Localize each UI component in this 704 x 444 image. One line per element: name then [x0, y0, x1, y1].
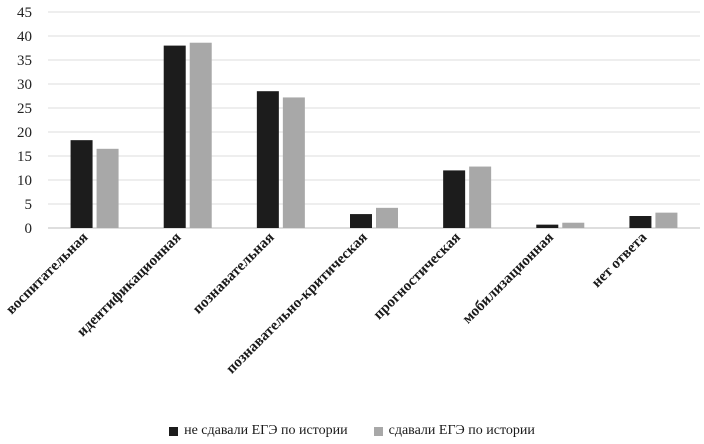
x-tick-label: мобилизационная	[460, 230, 558, 328]
y-tick-label: 15	[17, 149, 32, 165]
bar-1	[536, 224, 559, 228]
y-tick-label: 10	[17, 173, 32, 189]
chart-plot: 0 5 10 15 20 25 30 35 40 45 воспитательнаяидентиф…	[3, 5, 700, 377]
y-tick-label: 25	[17, 101, 32, 117]
x-tick-label: познавательная	[190, 230, 278, 318]
bar-2	[189, 42, 212, 228]
bar-2	[376, 207, 398, 228]
bar-1	[350, 214, 372, 228]
y-tick-label: 35	[17, 53, 32, 69]
y-tick-label: 0	[25, 221, 33, 237]
y-tick-label: 5	[25, 197, 33, 213]
bar-2	[655, 212, 678, 228]
bar-2	[562, 222, 585, 228]
bar-2	[96, 148, 119, 228]
legend-item-series-2: сдавали ЕГЭ по истории	[373, 423, 535, 439]
legend-label-series-1: не сдавали ЕГЭ по истории	[184, 423, 348, 438]
y-tick-label: 20	[17, 125, 32, 141]
legend: не сдавали ЕГЭ по истории сдавали ЕГЭ по…	[0, 420, 704, 442]
bars	[70, 42, 678, 228]
x-tick-label: прогностическая	[371, 230, 464, 323]
legend-item-series-1: не сдавали ЕГЭ по истории	[169, 423, 348, 439]
bar-1	[70, 140, 93, 228]
bar-2	[469, 166, 492, 228]
legend-swatch-series-2	[373, 426, 383, 436]
y-tick-label: 30	[17, 77, 32, 93]
bar-2	[282, 97, 305, 228]
gridlines	[48, 11, 700, 229]
x-tick-label: идентификационная	[74, 230, 184, 340]
legend-label-series-2: сдавали ЕГЭ по истории	[388, 423, 535, 438]
x-tick-label: нет ответа	[589, 229, 651, 291]
bar-1	[443, 170, 466, 228]
y-tick-label: 45	[17, 5, 32, 21]
bar-1	[629, 216, 652, 228]
x-tick-label: воспитательная	[3, 230, 91, 318]
legend-swatch-series-1	[169, 426, 179, 436]
bar-1	[256, 91, 279, 228]
y-tick-label: 40	[17, 29, 32, 45]
y-axis-ticks: 0 5 10 15 20 25 30 35 40 45	[17, 5, 32, 237]
bar-1	[163, 45, 186, 228]
